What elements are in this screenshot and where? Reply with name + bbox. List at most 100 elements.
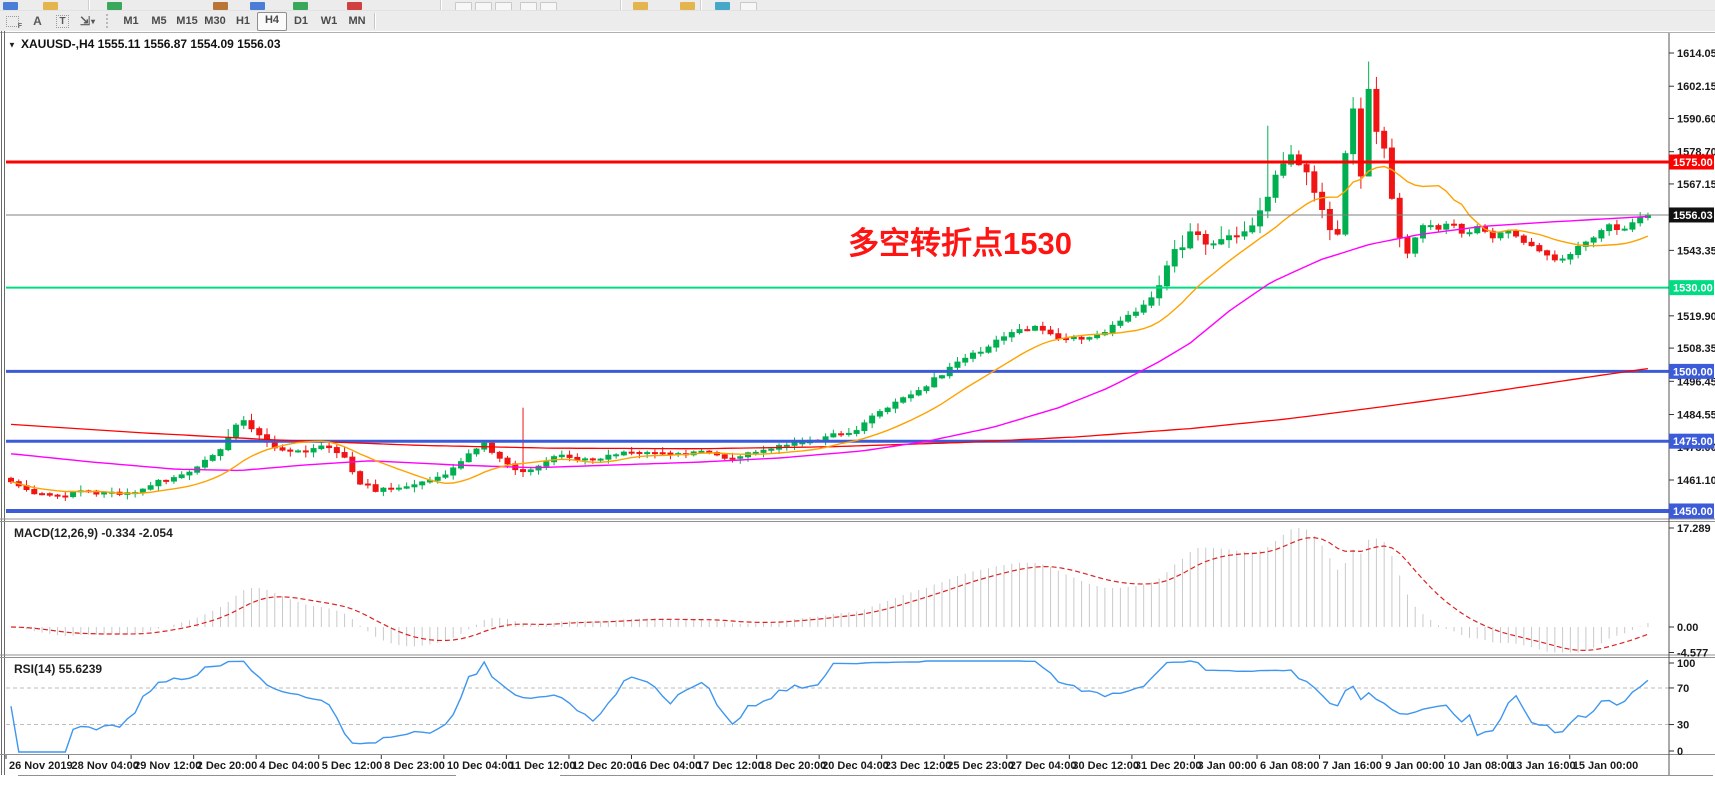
clipped-toolbar-icon [740,2,757,10]
time-label: 20 Dec 04:00 [822,760,889,772]
time-label: 29 Nov 12:00 [134,760,201,772]
text-box-icon[interactable]: T [50,13,75,30]
timeframe-button-m15[interactable]: M15 [176,14,198,27]
timeframe-button-h4[interactable]: H4 [257,11,287,31]
macd-scale-label: -4.577 [1677,648,1708,660]
clipped-toolbar-icon [293,2,308,10]
main-toolbar: F A T ⇲ ▾ M1 M5 M15 M30 H1 H4 D1 W1 MN [0,11,1715,32]
time-label: 31 Dec 20:00 [1135,760,1202,772]
toolbar-group-separator [700,0,702,10]
timeframe-button-w1[interactable]: W1 [320,14,338,27]
price-tick-label: 1590.60 [1677,113,1715,125]
price-tick-label: 1614.05 [1677,48,1715,60]
clipped-toolbar-icon [680,2,695,10]
time-label: 17 Dec 12:00 [697,760,764,772]
price-badge [1669,433,1714,449]
rsi-scale-label: 0 [1677,746,1683,758]
rsi-scale-label: 100 [1677,658,1695,670]
price-badge-label: 1450.00 [1673,506,1713,518]
toolbar-group-separator [620,0,622,10]
macd-indicator-label: MACD(12,26,9) -0.334 -2.054 [14,526,173,540]
text-annotation-icon[interactable]: A [33,14,42,28]
price-tick-label: 1484.55 [1677,410,1715,422]
price-tick-label: 1567.15 [1677,179,1715,191]
macd-signal-line [10,536,1649,652]
timeframe-button-m1[interactable]: M1 [123,14,139,27]
clipped-toolbar-icon [455,2,472,10]
clipped-toolbar-icon [495,2,512,10]
rsi-layer [6,660,1669,753]
timeframe-button-d1[interactable]: D1 [293,14,309,27]
time-label: 25 Dec 23:00 [947,760,1014,772]
price-badge-label: 1530.00 [1673,283,1713,295]
chart-annotation-text[interactable]: 多空转折点1530 [848,226,1072,261]
time-label: 6 Jan 08:00 [1260,760,1319,772]
chart-surface[interactable]: 1614.05 1602.15 1590.60 1578.70 1567.15 1543.… [0,31,1715,781]
price-tick-label: 1496.45 [1677,376,1715,388]
price-tick-label: 1519.90 [1677,311,1715,323]
price-badge [1669,207,1714,223]
time-label: 23 Dec 12:00 [885,760,952,772]
clipped-toolbar-icon [213,2,228,10]
clipped-toolbar-icon [3,2,18,10]
clipped-toolbar-icon [107,2,122,10]
price-tick-label: 1508.35 [1677,343,1715,355]
ma-mid-magenta [10,215,1648,472]
timeframe-button-h1[interactable]: H1 [235,14,251,27]
time-label: 10 Dec 04:00 [447,760,514,772]
time-label: 2 Dec 20:00 [197,760,258,772]
clipped-toolbar-icon [43,2,58,10]
price-tick-label: 1543.35 [1677,245,1715,257]
time-label: 8 Dec 23:00 [384,760,445,772]
chart-svg[interactable]: 1614.051602.151590.601578.701567.151543.… [0,31,1715,781]
arrows-tool-icon[interactable]: ⇲ ▾ [79,14,96,28]
toolbar-separator [374,13,376,29]
price-badge-label: 1500.00 [1673,366,1713,378]
clipped-toolbar-icon [250,2,265,10]
time-label: 15 Jan 00:00 [1573,760,1638,772]
macd-scale-label: 0.00 [1677,622,1698,634]
price-badge-label: 1475.00 [1673,436,1713,448]
time-label: 9 Jan 00:00 [1385,760,1444,772]
price-badge [1669,363,1714,379]
time-label: 10 Jan 08:00 [1448,760,1513,772]
toolbar-group-separator [88,0,90,10]
time-label: 5 Dec 12:00 [322,760,383,772]
rsi-scale-label: 70 [1677,683,1689,695]
price-badge-label: 1575.00 [1673,157,1713,169]
dropdown-caret-icon[interactable]: ▾ [91,16,96,26]
time-label: 12 Dec 20:00 [572,760,639,772]
time-label: 3 Jan 00:00 [1197,760,1256,772]
moving-averages-layer [10,165,1649,495]
ma-slow-red [10,367,1648,450]
toolbar-drag-handle[interactable] [106,14,112,28]
price-tick-label: 1461.10 [1677,475,1715,487]
candles-layer [8,61,1651,501]
clipped-toolbar-icon [633,2,648,10]
price-badge [1669,280,1714,296]
time-label: 7 Jan 16:00 [1323,760,1382,772]
dotted-grid-icon[interactable]: F [0,13,25,30]
time-label: 16 Dec 04:00 [635,760,702,772]
clipped-toolbar-icon [540,2,557,10]
clipped-toolbar-icon [475,2,492,10]
time-label: 11 Dec 12:00 [509,760,575,772]
price-axis[interactable]: 1614.051602.151590.601578.701567.151543.… [1669,48,1715,758]
horizontal-levels-layer [6,160,1669,513]
macd-scale-label: 17.289 [1677,523,1711,535]
timeframe-button-m5[interactable]: M5 [151,14,167,27]
timeframe-button-mn[interactable]: MN [348,14,366,27]
collapse-triangle-icon[interactable]: ▼ [8,41,16,50]
price-badge [1669,503,1714,519]
time-label: 13 Jan 16:00 [1510,760,1575,772]
price-badge [1669,154,1714,170]
timeframe-button-m30[interactable]: M30 [204,14,226,27]
rsi-indicator-label: RSI(14) 55.6239 [14,662,102,676]
time-label: 30 Dec 12:00 [1072,760,1139,772]
time-label: 27 Dec 04:00 [1010,760,1077,772]
rsi-line [10,660,1649,753]
symbol-ohlc-line: XAUUSD-,H4 1555.11 1556.87 1554.09 1556.… [21,37,281,51]
macd-layer [10,527,1649,653]
